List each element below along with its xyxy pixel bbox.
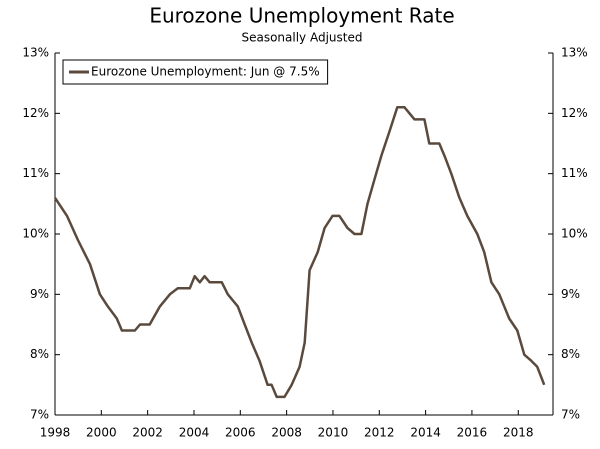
x-tick-label: 2004 — [179, 426, 210, 440]
x-tick-label: 2010 — [318, 426, 349, 440]
x-tick-label: 2016 — [457, 426, 488, 440]
legend-label: Eurozone Unemployment: Jun @ 7.5% — [91, 65, 320, 79]
x-tick-label: 2002 — [132, 426, 163, 440]
legend-box — [62, 59, 329, 85]
y2-tick-label: 8% — [561, 347, 580, 361]
y-tick-label: 8% — [30, 347, 49, 361]
y-tick-label: 13% — [22, 46, 49, 60]
y2-tick-label: 7% — [561, 408, 580, 422]
y-tick-label: 7% — [30, 408, 49, 422]
y-tick-label: 10% — [22, 227, 49, 241]
chart-title: Eurozone Unemployment Rate — [149, 4, 454, 28]
y-tick-label: 12% — [22, 106, 49, 120]
x-tick-label: 2006 — [225, 426, 256, 440]
y-tick-label: 9% — [30, 287, 49, 301]
x-tick-label: 2008 — [271, 426, 302, 440]
y-tick-label: 11% — [22, 166, 49, 180]
chart-subtitle: Seasonally Adjusted — [241, 31, 362, 45]
y2-tick-label: 10% — [561, 227, 588, 241]
x-tick-label: 2000 — [86, 426, 117, 440]
x-tick-label: 2014 — [410, 426, 441, 440]
x-tick-label: 1998 — [40, 426, 71, 440]
y2-tick-label: 9% — [561, 287, 580, 301]
x-tick-label: 2012 — [364, 426, 395, 440]
x-tick-label: 2018 — [503, 426, 534, 440]
y2-tick-label: 11% — [561, 166, 588, 180]
line-series — [53, 106, 546, 399]
y2-tick-label: 12% — [561, 106, 588, 120]
y2-tick-label: 13% — [561, 46, 588, 60]
